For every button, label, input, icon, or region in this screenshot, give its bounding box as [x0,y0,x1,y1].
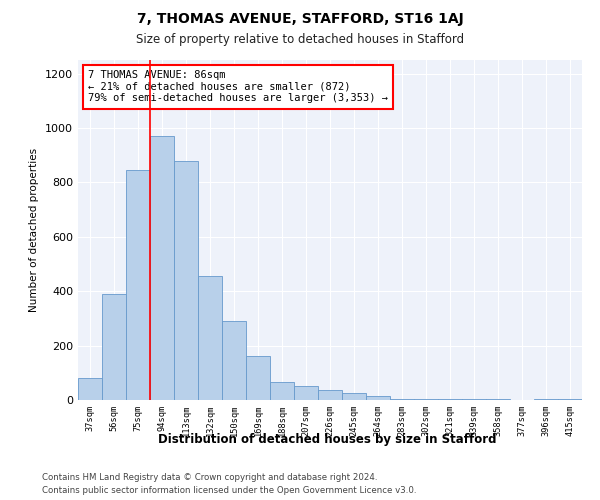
Y-axis label: Number of detached properties: Number of detached properties [29,148,40,312]
Bar [126,170,150,400]
Bar [270,382,294,400]
Text: Distribution of detached houses by size in Stafford: Distribution of detached houses by size … [158,432,496,446]
Bar [198,276,222,400]
Bar [342,393,366,400]
Bar [174,160,198,400]
Bar [150,136,174,400]
Text: Contains HM Land Registry data © Crown copyright and database right 2024.: Contains HM Land Registry data © Crown c… [42,472,377,482]
Bar [318,390,342,400]
Bar [102,294,126,400]
Text: Size of property relative to detached houses in Stafford: Size of property relative to detached ho… [136,32,464,46]
Text: 7 THOMAS AVENUE: 86sqm
← 21% of detached houses are smaller (872)
79% of semi-de: 7 THOMAS AVENUE: 86sqm ← 21% of detached… [88,70,388,103]
Bar [246,356,270,400]
Text: 7, THOMAS AVENUE, STAFFORD, ST16 1AJ: 7, THOMAS AVENUE, STAFFORD, ST16 1AJ [137,12,463,26]
Bar [366,396,390,400]
Text: Contains public sector information licensed under the Open Government Licence v3: Contains public sector information licen… [42,486,416,495]
Bar [222,321,246,400]
Bar [390,398,414,400]
Bar [78,378,102,400]
Bar [294,386,318,400]
